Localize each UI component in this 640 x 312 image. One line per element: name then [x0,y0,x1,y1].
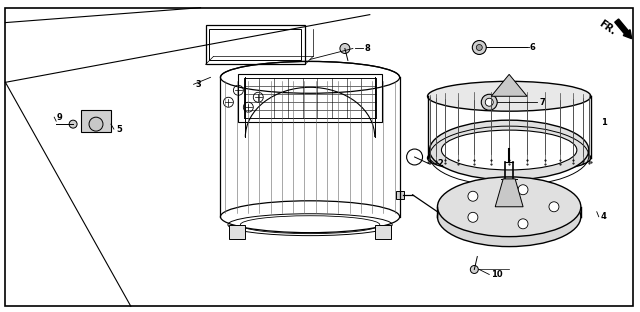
Text: 5: 5 [116,124,122,134]
Bar [238,74,381,122]
Circle shape [69,120,77,128]
FancyArrow shape [615,19,632,39]
Bar [81,110,111,132]
Ellipse shape [442,130,577,170]
Bar [396,191,404,199]
Polygon shape [492,74,527,96]
Circle shape [476,45,483,51]
Circle shape [340,43,350,53]
Circle shape [89,117,103,131]
Text: FR.: FR. [596,18,617,37]
Ellipse shape [429,120,589,180]
Text: 7: 7 [539,98,545,107]
Bar [209,29,301,61]
Bar [244,78,376,118]
Circle shape [518,219,528,229]
Bar [205,25,305,64]
Text: 9: 9 [56,113,62,122]
Ellipse shape [428,143,591,173]
Bar [375,225,390,239]
Circle shape [468,212,478,222]
Circle shape [468,191,478,201]
Text: 2: 2 [438,159,444,168]
Text: 10: 10 [492,270,503,279]
Text: 3: 3 [196,80,202,89]
Circle shape [481,94,497,110]
Text: 4: 4 [601,212,607,221]
Circle shape [549,202,559,212]
Ellipse shape [438,177,581,236]
Circle shape [472,41,486,55]
Ellipse shape [438,187,581,246]
Bar [229,225,245,239]
Polygon shape [495,179,523,207]
Circle shape [518,185,528,195]
Text: 1: 1 [601,118,607,127]
Circle shape [485,98,493,106]
Text: 8: 8 [365,44,371,53]
Circle shape [470,266,478,274]
Text: 6: 6 [529,43,535,52]
Ellipse shape [428,81,591,111]
